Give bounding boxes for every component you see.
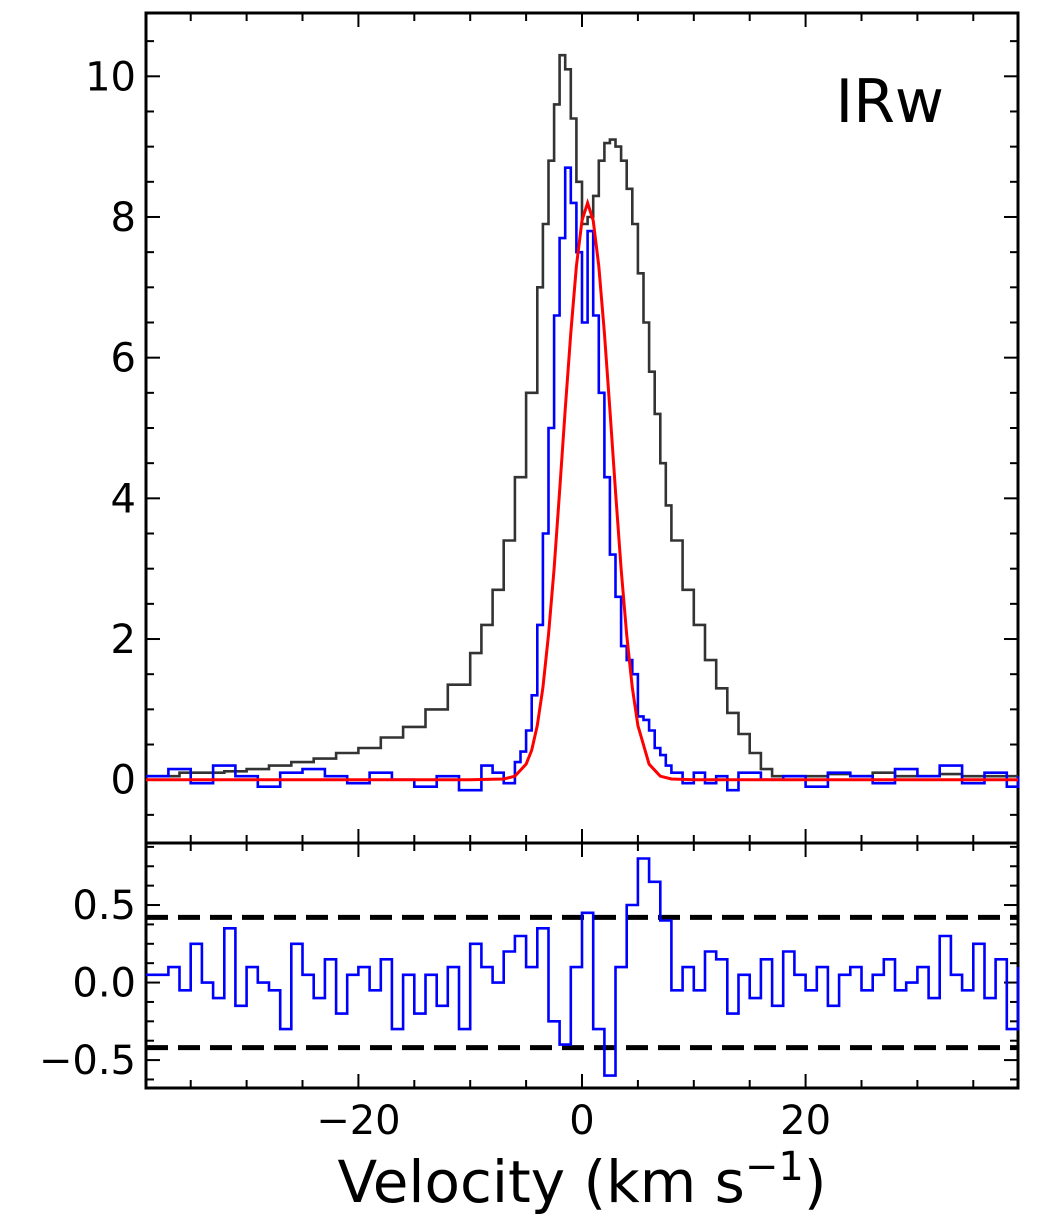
residual-ticks: −20 0 20 0.5 0.0 −0.5: [39, 843, 1018, 1144]
x-axis-title-close: ): [804, 1148, 827, 1216]
x-axis-title-main: Velocity (km s: [338, 1148, 745, 1216]
residual-panel: −20 0 20 0.5 0.0 −0.5: [39, 841, 1020, 1144]
y-tick-label: 0: [111, 758, 136, 804]
y-tick-label: 8: [111, 195, 136, 241]
y-tick-label: 10: [85, 54, 136, 100]
x-axis-title-sup: −1: [745, 1144, 804, 1190]
x-tick-label: −20: [316, 1098, 400, 1144]
y-tick-label: 4: [111, 476, 136, 522]
main-panel: 0 2 4 6 8 10 IRw: [85, 11, 1020, 845]
y-tick-label: 2: [111, 617, 136, 663]
y-tick-label: 6: [111, 336, 136, 382]
main-series-1: [146, 166, 1020, 792]
main-plot-frame: [144, 11, 1020, 845]
panel-label: IRw: [836, 67, 944, 137]
residual-series-0: [146, 857, 1020, 1077]
x-tick-label: 20: [780, 1098, 831, 1144]
x-tick-label: 0: [569, 1098, 594, 1144]
main-series-2: [146, 197, 1018, 782]
y-tick-label: −0.5: [39, 1038, 136, 1084]
residual-series-group: [146, 857, 1020, 1077]
main-ticks: 0 2 4 6 8 10: [85, 13, 1018, 843]
y-tick-label: 0.5: [72, 883, 136, 929]
x-axis-title: Velocity (km s−1): [338, 1144, 827, 1216]
main-series-0: [146, 53, 1018, 778]
y-tick-label: 0.0: [72, 961, 136, 1007]
main-series-group: [146, 53, 1020, 792]
